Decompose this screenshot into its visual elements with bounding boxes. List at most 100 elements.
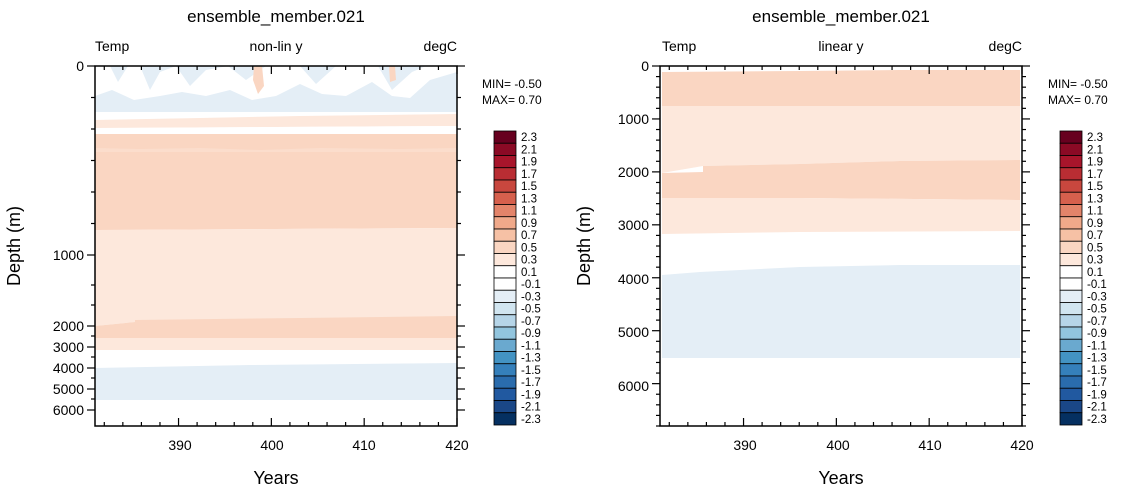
right-colorbar-label: -0.7 — [1087, 316, 1107, 328]
left-x-axis-label: Years — [253, 468, 298, 488]
left-colorbar-label: 0.7 — [521, 230, 537, 242]
left-surface-warm-patch-2 — [389, 66, 396, 82]
left-colorbar-label: -0.3 — [521, 291, 541, 303]
right-ytick-6000: 6000 — [618, 378, 649, 394]
left-colorbar-label: 1.5 — [521, 181, 537, 193]
left-colorbar-swatch — [493, 204, 517, 218]
left-colorbar-swatch — [493, 240, 517, 254]
right-colorbar-label: 2.1 — [1087, 144, 1103, 156]
left-ytick-2000: 2000 — [53, 318, 84, 334]
left-ytick-3000: 3000 — [53, 339, 84, 355]
left-colorbar-swatch — [493, 142, 517, 156]
left-colorbar-label: 2.3 — [521, 132, 537, 144]
right-colorbar-label: 0.5 — [1087, 242, 1103, 254]
right-band-0.3-0.5-upper — [662, 106, 1020, 173]
left-colorbar-swatch — [493, 265, 517, 279]
right-colorbar-label: -1.7 — [1087, 377, 1107, 389]
right-colorbar-swatch — [1059, 400, 1083, 414]
left-colorbar-label: 1.1 — [521, 206, 537, 218]
right-y-axis-label: Depth (m) — [574, 206, 594, 286]
right-colorbar-label: -1.5 — [1087, 365, 1107, 377]
left-colorbar-label: -0.5 — [521, 304, 541, 316]
right-center-label: linear y — [818, 38, 863, 54]
right-colorbar-swatch — [1059, 130, 1083, 144]
right-colorbar-swatch — [1059, 412, 1083, 426]
left-surface-white-patches — [95, 66, 457, 100]
right-colorbar-label: -0.9 — [1087, 328, 1107, 340]
left-center-label: non-lin y — [250, 38, 303, 54]
left-band-0.3-0.5-lower — [95, 338, 457, 350]
right-panel: ensemble_member.021 Temp linear y degC 0… — [574, 7, 1108, 488]
left-band-negative-deep — [95, 363, 457, 400]
left-colorbar-swatch — [493, 191, 517, 205]
right-ytick-1000: 1000 — [618, 111, 649, 127]
right-colorbar-label: 1.7 — [1087, 169, 1103, 181]
right-colorbar-label: 0.9 — [1087, 218, 1103, 230]
left-thin-white-band — [95, 126, 457, 134]
left-colorbar-swatch — [493, 363, 517, 377]
right-min-text: MIN= -0.50 — [1048, 77, 1108, 91]
left-colorbar-swatch — [493, 326, 517, 340]
right-colorbar-swatch — [1059, 253, 1083, 267]
left-colorbar-label: -2.3 — [521, 414, 541, 426]
right-colorbar-swatch — [1059, 204, 1083, 218]
left-colorbar-swatch — [493, 302, 517, 316]
left-ytick-5000: 5000 — [53, 381, 84, 397]
right-colorbar-label: 0.3 — [1087, 255, 1103, 267]
left-ytick-4000: 4000 — [53, 360, 84, 376]
right-xtick-420: 420 — [1010, 437, 1034, 453]
right-band-0.5-0.7-upper — [662, 70, 1020, 106]
right-ytick-2000: 2000 — [618, 164, 649, 180]
left-panel: ensemble_member.021 Temp non-lin y degC — [4, 7, 542, 488]
left-colorbar-label: -0.9 — [521, 328, 541, 340]
left-colorbar: 2.32.11.91.71.51.31.10.90.70.50.30.1-0.1… — [493, 130, 541, 426]
right-variable-label: Temp — [662, 38, 696, 54]
left-colorbar-swatch — [493, 338, 517, 352]
right-colorbar-swatch — [1059, 142, 1083, 156]
right-xtick-390: 390 — [733, 437, 757, 453]
left-colorbar-swatch — [493, 167, 517, 181]
left-colorbar-label: -2.1 — [521, 402, 541, 414]
left-ytick-1000: 1000 — [53, 247, 84, 263]
right-colorbar-swatch — [1059, 363, 1083, 377]
right-colorbar-label: 1.3 — [1087, 193, 1103, 205]
right-colorbar-swatch — [1059, 375, 1083, 389]
left-colorbar-label: 1.9 — [521, 157, 537, 169]
right-band-negative-deep — [662, 265, 1020, 358]
left-band-neutral — [95, 350, 457, 368]
left-colorbar-swatch — [493, 179, 517, 193]
right-colorbar-swatch — [1059, 191, 1083, 205]
right-ytick-5000: 5000 — [618, 324, 649, 340]
right-colorbar-swatch — [1059, 326, 1083, 340]
left-colorbar-swatch — [493, 387, 517, 401]
left-colorbar-label: -1.3 — [521, 353, 541, 365]
left-colorbar-label: 0.3 — [521, 255, 537, 267]
right-units-label: degC — [989, 38, 1022, 54]
left-min-text: MIN= -0.50 — [482, 77, 542, 91]
right-colorbar-label: -0.3 — [1087, 291, 1107, 303]
right-axes — [652, 65, 1030, 427]
left-colorbar-swatch — [493, 216, 517, 230]
right-colorbar-swatch — [1059, 240, 1083, 254]
left-colorbar-label: -1.1 — [521, 340, 541, 352]
right-colorbar-label: -1.1 — [1087, 340, 1107, 352]
left-colorbar-swatch — [493, 155, 517, 169]
left-max-text: MAX= 0.70 — [482, 93, 542, 107]
left-band-0.5-0.7-upper — [95, 134, 457, 230]
right-contour-fill — [660, 66, 1022, 426]
right-colorbar-swatch — [1059, 314, 1083, 328]
right-colorbar-label: 2.3 — [1087, 132, 1103, 144]
left-ytick-0: 0 — [76, 58, 84, 74]
right-colorbar-swatch — [1059, 338, 1083, 352]
right-colorbar-label: -0.5 — [1087, 304, 1107, 316]
left-y-axis-label: Depth (m) — [4, 206, 24, 286]
right-band-0.3-0.5-lower — [662, 198, 1020, 234]
right-colorbar-swatch — [1059, 265, 1083, 279]
right-colorbar-label: -0.1 — [1087, 279, 1107, 291]
left-colorbar-label: -1.9 — [521, 389, 541, 401]
right-colorbar: 2.32.11.91.71.51.31.10.90.70.50.30.1-0.1… — [1059, 130, 1107, 426]
left-xtick-420: 420 — [445, 437, 469, 453]
left-colorbar-swatch — [493, 400, 517, 414]
right-colorbar-swatch — [1059, 228, 1083, 242]
